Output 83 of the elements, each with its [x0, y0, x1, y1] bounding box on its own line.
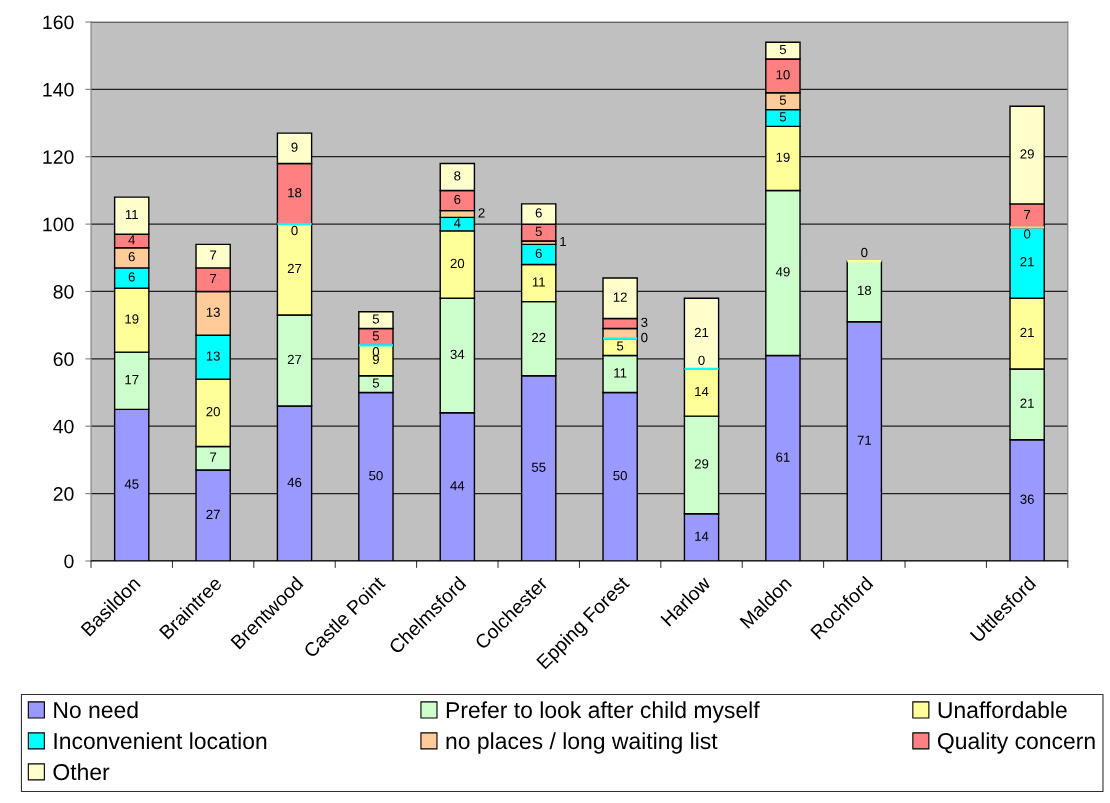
data-label: 36	[1020, 494, 1034, 504]
data-label: 46	[287, 477, 302, 488]
data-label: 0	[698, 355, 705, 365]
data-label: 29	[1020, 149, 1034, 159]
y-tick-label: 140	[43, 82, 74, 97]
legend-label: Unaffordable	[938, 701, 1067, 719]
y-tick-label: 80	[53, 284, 74, 299]
data-label: 29	[694, 459, 709, 469]
data-label: 50	[613, 470, 627, 481]
data-label: 7	[210, 274, 217, 284]
data-label: 3	[641, 317, 648, 328]
y-tick-label: 20	[53, 487, 74, 501]
data-label: 11	[614, 368, 627, 378]
data-label: 5	[616, 341, 624, 351]
data-label: 5	[372, 314, 380, 324]
data-label: 8	[454, 171, 461, 181]
data-label: 50	[369, 470, 383, 481]
data-label: 10	[776, 70, 790, 80]
data-label: 2	[478, 208, 485, 218]
data-label: 19	[776, 152, 790, 162]
data-label: 45	[124, 479, 139, 489]
data-label: 5	[372, 378, 380, 388]
data-label: 0	[861, 247, 868, 258]
y-tick-label: 120	[43, 150, 74, 164]
data-label: 13	[206, 307, 220, 317]
data-label: 21	[694, 327, 709, 338]
data-label: 27	[287, 354, 302, 364]
data-label: 13	[206, 351, 220, 361]
legend-label: Other	[53, 763, 110, 781]
data-label: 6	[535, 208, 542, 218]
data-label: 17	[125, 375, 139, 385]
data-label: 5	[779, 112, 787, 122]
data-label: 14	[695, 386, 709, 396]
data-label: 27	[287, 263, 302, 274]
data-label: 71	[857, 435, 872, 445]
data-label: 22	[532, 332, 546, 343]
data-label: 1	[560, 236, 566, 247]
data-label: 7	[210, 452, 217, 462]
data-label: 5	[535, 226, 542, 237]
y-tick-label: 0	[64, 554, 74, 569]
y-tick-label: 100	[43, 217, 74, 232]
data-label: 49	[775, 267, 790, 277]
data-label: 6	[128, 272, 135, 282]
y-tick-label: 160	[43, 15, 74, 30]
data-label: 5	[779, 95, 787, 105]
data-label: 6	[535, 248, 542, 258]
data-label: 20	[450, 258, 465, 269]
data-label: 9	[291, 142, 298, 152]
data-label: 6	[454, 194, 461, 205]
data-label: 55	[531, 462, 546, 472]
data-label: 34	[450, 349, 465, 360]
y-tick-label: 60	[53, 352, 74, 367]
data-label: 21	[1020, 398, 1034, 408]
data-label: 7	[210, 250, 217, 260]
data-label: 4	[453, 218, 461, 228]
data-label: 12	[613, 292, 627, 302]
data-label: 0	[1023, 229, 1031, 239]
data-label: 11	[532, 277, 545, 287]
legend-label: Quality concern	[937, 732, 1095, 754]
data-label: 7	[1024, 210, 1031, 220]
legend-label: Inconvenient location	[54, 732, 267, 750]
data-label: 5	[779, 44, 787, 55]
legend-label: no places / long waiting list	[446, 732, 718, 754]
data-label: 61	[776, 452, 790, 462]
bar	[683, 297, 720, 370]
data-label: 5	[372, 331, 380, 341]
y-tick-label: 40	[53, 419, 74, 434]
data-label: 27	[206, 509, 220, 519]
data-label: 0	[641, 332, 648, 343]
data-label: 4	[128, 235, 135, 245]
data-label: 6	[128, 252, 135, 262]
legend-label: No need	[54, 701, 138, 719]
data-label: 44	[450, 481, 465, 491]
data-label: 19	[125, 314, 139, 324]
data-label: 21	[1020, 257, 1034, 267]
data-label: 20	[206, 406, 220, 417]
data-label: 0	[291, 225, 298, 236]
legend-label: Prefer to look after child myself	[446, 701, 760, 723]
data-label: 18	[288, 188, 302, 198]
data-label: 11	[125, 210, 138, 220]
data-label: 14	[695, 531, 709, 541]
data-label: 21	[1020, 327, 1034, 338]
data-label: 18	[857, 285, 872, 296]
